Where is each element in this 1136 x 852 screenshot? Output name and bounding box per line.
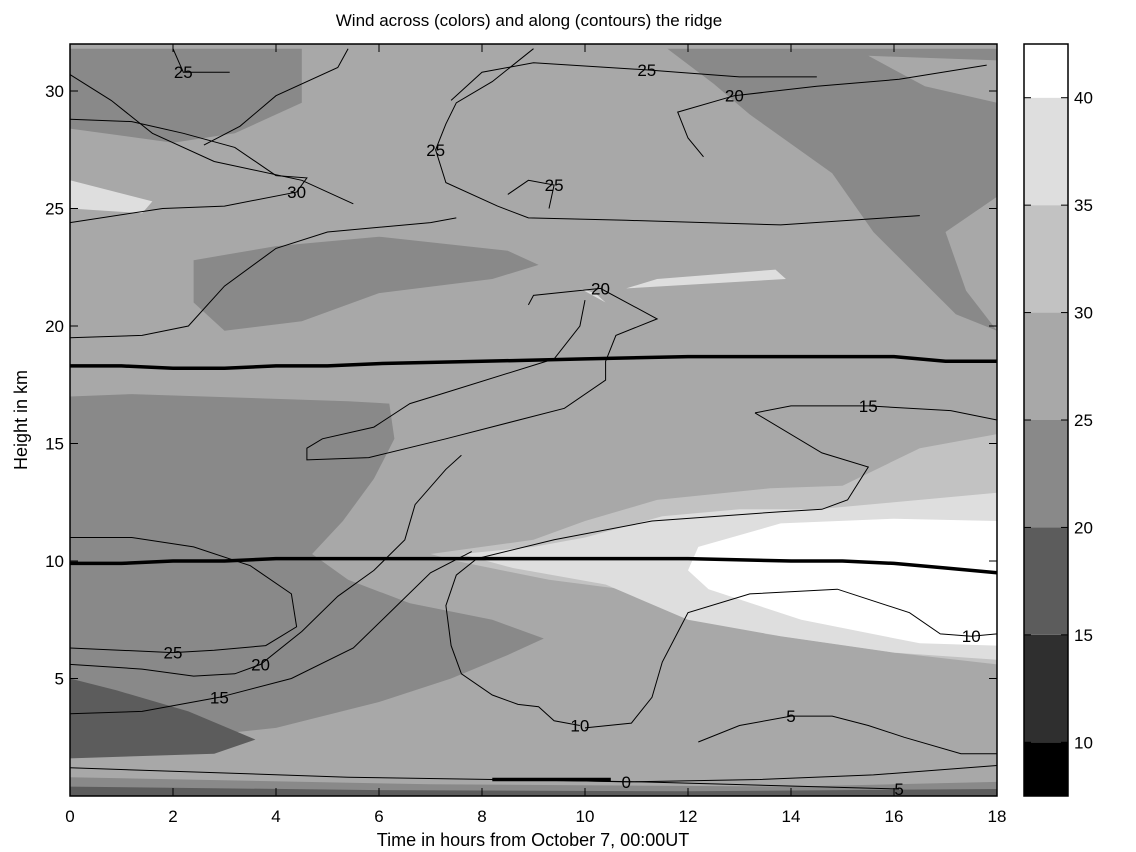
y-tick-label-0: 5: [55, 670, 64, 689]
y-tick-label-2: 15: [45, 435, 64, 454]
plot-area: 25 25 25 25 20 30 25 20 15 10 10 5 0 5 20 15 0 2 4 6 8 10 12 1…: [45, 43, 1006, 826]
colorbar-cell-1: [1024, 634, 1068, 743]
contour-line-9: [306, 287, 659, 461]
colorbar-cell-5: [1024, 205, 1068, 313]
x-tick-label-8: 16: [885, 807, 904, 826]
colorbar-tick-label-3: 25: [1074, 411, 1093, 430]
y-tick-label-1: 10: [45, 552, 64, 571]
contour-line-7: [69, 217, 457, 339]
x-tick-label-7: 14: [782, 807, 801, 826]
color-region-6: [579, 288, 606, 303]
contour-label-14: 20: [591, 279, 610, 298]
plot-frame: [69, 43, 998, 797]
contour-label-13: 5: [894, 780, 903, 799]
y-tick-label-3: 20: [45, 317, 64, 336]
colorbar-cell-4: [1024, 312, 1068, 420]
color-field: [70, 48, 997, 796]
contour-label-7: 20: [251, 655, 270, 674]
colorbar-tick-label-1: 15: [1074, 626, 1093, 645]
x-tick-label-0: 0: [65, 807, 74, 826]
thick-line-upper: [70, 354, 997, 371]
x-tick-label-1: 2: [168, 807, 177, 826]
contour-line-0: [172, 48, 230, 73]
tropopause-lines: [70, 354, 998, 782]
contour-label-8: 15: [210, 688, 229, 707]
colorbar-tick-label-5: 35: [1074, 196, 1093, 215]
y-tick-label-4: 25: [45, 200, 64, 219]
color-region-7: [70, 394, 544, 747]
colorbar-cells: [1024, 44, 1068, 796]
contour-line-14: [69, 454, 462, 677]
contour-line-8: [69, 118, 308, 224]
x-tick-label-9: 18: [988, 807, 1007, 826]
contour-line-13: [69, 537, 298, 654]
x-axis-label: Time in hours from October 7, 00:00UT: [377, 830, 689, 850]
contour-label-9: 10: [570, 717, 589, 736]
colorbar-ticks: 10 15 20 25 30 35 40: [1024, 89, 1093, 752]
color-region-5: [626, 269, 786, 289]
contour-line-5: [507, 179, 555, 209]
colorbar-tick-label-0: 10: [1074, 733, 1093, 752]
contour-label-12: 0: [621, 773, 630, 792]
thick-line-lower: [70, 556, 998, 575]
color-region-4: [70, 180, 153, 214]
contour-label-15: 15: [859, 397, 878, 416]
y-tick-label-5: 30: [45, 82, 64, 101]
contour-line-6: [450, 62, 817, 101]
color-region-1: [667, 48, 997, 331]
contour-label-10: 10: [962, 627, 981, 646]
contour-line-16: [584, 588, 998, 729]
color-region-2: [868, 55, 997, 103]
x-tick-label-2: 4: [271, 807, 280, 826]
contour-label-2: 25: [637, 61, 656, 80]
colorbar-cell-6: [1024, 97, 1068, 206]
colorbar-cell-2: [1024, 527, 1068, 635]
x-tick-label-4: 8: [477, 807, 486, 826]
contour-line-4: [677, 64, 987, 158]
contour-line-17: [698, 715, 997, 755]
colorbar-tick-label-6: 40: [1074, 89, 1093, 108]
x-tick-label-5: 10: [576, 807, 595, 826]
contour-line-12: [445, 558, 580, 726]
contour-lines: [69, 48, 998, 790]
contour-label-4: 20: [725, 87, 744, 106]
contour-label-0: 25: [174, 63, 193, 82]
contour-label-6: 25: [164, 644, 183, 663]
y-axis-label: Height in km: [11, 370, 31, 470]
contour-line-1: [69, 74, 354, 205]
contour-labels: 25 25 25 25 20 30 25 20 15 10 10 5 0 5 20 15: [164, 61, 981, 799]
contour-line-10: [754, 405, 998, 421]
color-region-0: [70, 48, 302, 143]
color-region-3: [193, 236, 539, 331]
contour-line-3: [203, 48, 349, 146]
colorbar-cell-0: [1024, 742, 1068, 796]
contour-label-1: 25: [426, 141, 445, 160]
color-region-13: [688, 518, 997, 646]
colorbar-tick-label-2: 20: [1074, 518, 1093, 537]
contour-line-15: [69, 551, 472, 715]
x-axis-ticks: 0 2 4 6 8 10 12 14 16 18: [65, 44, 1006, 826]
x-tick-label-3: 6: [374, 807, 383, 826]
y-axis-ticks: 5 10 15 20 25 30: [45, 82, 997, 689]
x-tick-label-6: 12: [679, 807, 698, 826]
colorbar: 10 15 20 25 30 35 40: [1023, 43, 1093, 797]
contour-label-5: 30: [287, 183, 306, 202]
contour-line-11: [476, 412, 870, 560]
contour-label-3: 25: [545, 176, 564, 195]
contour-label-11: 5: [786, 707, 795, 726]
color-region-10: [70, 786, 997, 796]
colorbar-cell-7: [1024, 44, 1068, 98]
chart-title: Wind across (colors) and along (contours…: [336, 11, 722, 30]
colorbar-cell-3: [1024, 420, 1068, 528]
colorbar-tick-label-4: 30: [1074, 304, 1093, 323]
color-region-8: [70, 678, 256, 759]
contour-line-2: [435, 48, 920, 226]
